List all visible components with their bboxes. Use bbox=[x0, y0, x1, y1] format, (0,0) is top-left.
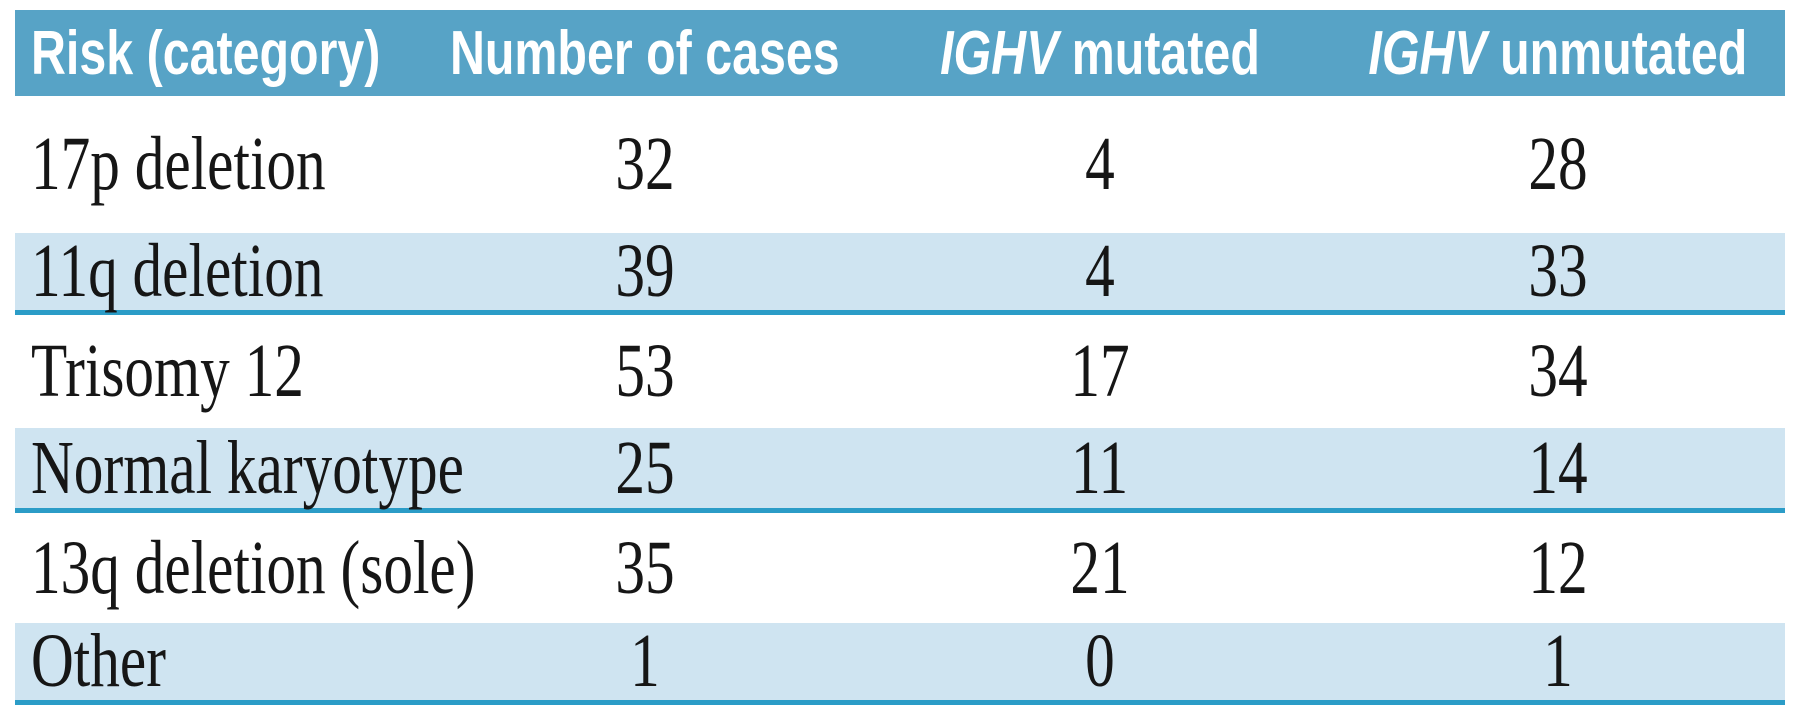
header-number-of-cases-label: Number of cases bbox=[450, 18, 840, 88]
header-risk-category-label: Risk (category) bbox=[31, 18, 381, 88]
cell-mutated: 4 bbox=[1085, 229, 1115, 313]
header-ighv-unmutated-label: IGHV unmutated bbox=[1368, 18, 1747, 88]
cell-category: 17p deletion bbox=[31, 122, 326, 206]
cell-category: 11q deletion bbox=[31, 229, 324, 313]
table-row-other: Other 1 0 1 bbox=[15, 619, 1785, 705]
cell-unmutated: 28 bbox=[1527, 122, 1588, 206]
risk-category-table: Risk (category) Number of cases IGHV mut… bbox=[15, 10, 1785, 705]
header-ighv-mutated-label: IGHV mutated bbox=[940, 18, 1260, 88]
cell-unmutated: 34 bbox=[1527, 329, 1588, 413]
table-row-trisomy-12: Trisomy 12 53 17 34 bbox=[15, 315, 1785, 428]
header-ighv-unmutated: IGHV unmutated bbox=[1330, 10, 1785, 96]
cell-category: Trisomy 12 bbox=[31, 329, 304, 413]
cell-cases: 35 bbox=[615, 525, 675, 610]
cell-mutated: 21 bbox=[1070, 525, 1130, 610]
cell-mutated: 4 bbox=[1085, 122, 1115, 206]
header-risk-category: Risk (category) bbox=[15, 10, 420, 96]
table-row-17p-deletion: 17p deletion 32 4 28 bbox=[15, 96, 1785, 233]
cell-mutated: 17 bbox=[1070, 329, 1130, 413]
cell-cases: 53 bbox=[615, 329, 675, 413]
table-row-11q-deletion: 11q deletion 39 4 33 bbox=[15, 229, 1785, 315]
cell-mutated: 0 bbox=[1085, 619, 1115, 703]
table-row-13q-deletion-sole: 13q deletion (sole) 35 21 12 bbox=[15, 513, 1785, 623]
cell-cases: 1 bbox=[630, 619, 660, 703]
cell-cases: 25 bbox=[615, 425, 675, 510]
cell-category: 13q deletion (sole) bbox=[31, 525, 476, 610]
cell-category: Normal karyotype bbox=[31, 425, 464, 510]
cell-cases: 32 bbox=[615, 122, 675, 206]
cell-unmutated: 14 bbox=[1527, 425, 1588, 510]
cell-cases: 39 bbox=[615, 229, 675, 313]
table-header-row: Risk (category) Number of cases IGHV mut… bbox=[15, 10, 1785, 96]
header-ighv-mutated: IGHV mutated bbox=[870, 10, 1330, 96]
gene-symbol-ighv: IGHV bbox=[1368, 18, 1487, 88]
cell-unmutated: 33 bbox=[1527, 229, 1588, 313]
cell-unmutated: 12 bbox=[1527, 525, 1588, 610]
cell-unmutated: 1 bbox=[1542, 619, 1573, 703]
table-row-normal-karyotype: Normal karyotype 25 11 14 bbox=[15, 425, 1785, 513]
cell-mutated: 11 bbox=[1071, 425, 1129, 510]
gene-symbol-ighv: IGHV bbox=[940, 18, 1059, 88]
cell-category: Other bbox=[31, 619, 166, 703]
header-number-of-cases: Number of cases bbox=[420, 10, 870, 96]
